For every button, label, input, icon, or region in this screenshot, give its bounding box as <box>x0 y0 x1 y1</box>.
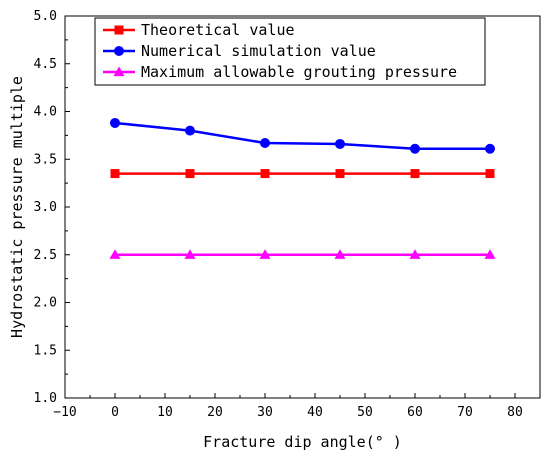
data-point <box>260 138 270 149</box>
data-point <box>110 169 120 179</box>
series-3 <box>109 249 496 259</box>
y-tick-label: 4.5 <box>34 57 57 72</box>
data-point <box>184 249 196 259</box>
data-point <box>410 169 420 179</box>
legend-item: Numerical simulation value <box>103 42 376 60</box>
data-point <box>260 169 270 179</box>
x-tick-label: 70 <box>457 405 473 420</box>
x-tick-label: 40 <box>307 405 323 420</box>
data-point <box>335 169 345 179</box>
y-tick-label: 4.0 <box>34 105 57 120</box>
y-tick-label: 1.0 <box>34 391 57 406</box>
legend-box <box>94 17 486 86</box>
series-2 <box>110 117 495 154</box>
data-point <box>484 249 496 259</box>
series-line <box>114 121 490 150</box>
data-point <box>410 143 420 154</box>
legend-marker <box>113 66 125 77</box>
data-point <box>110 117 120 128</box>
x-tick-label: 0 <box>111 405 119 420</box>
x-tick-label: 20 <box>207 405 223 420</box>
x-tick-label: 50 <box>357 405 373 420</box>
data-point <box>109 249 121 259</box>
y-tick-label: 2.5 <box>34 248 57 263</box>
x-tick-label: 10 <box>157 405 173 420</box>
y-tick-label: 3.5 <box>34 152 57 167</box>
data-point <box>335 138 345 149</box>
y-axis-label: Hydrostatic pressure multiple <box>8 76 26 338</box>
data-point <box>185 125 195 136</box>
legend-marker <box>114 25 124 35</box>
data-point <box>259 249 271 259</box>
legend-item: Theoretical value <box>103 21 295 39</box>
legend-label: Theoretical value <box>141 21 295 39</box>
series-1 <box>110 169 495 179</box>
legend: Theoretical value Numerical simulation va… <box>94 17 486 86</box>
x-tick-label: 60 <box>407 405 423 420</box>
data-point <box>485 143 495 154</box>
x-tick-label: −10 <box>53 405 76 420</box>
y-tick-label: 2.0 <box>34 296 57 311</box>
data-point <box>485 169 495 179</box>
y-tick-label: 5.0 <box>34 9 57 24</box>
data-point <box>185 169 195 179</box>
x-tick-label: 80 <box>507 405 523 420</box>
legend-item: Maximum allowable grouting pressure <box>103 63 457 81</box>
legend-marker <box>114 46 124 56</box>
y-tick-label: 1.5 <box>34 343 57 358</box>
ticks: −10 0 10 20 30 40 50 60 70 80 1.0 1.5 2.0 2.5 3.0 3.5 4.… <box>34 9 523 420</box>
legend-label: Numerical simulation value <box>141 42 376 60</box>
x-axis-label: Fracture dip angle(° ) <box>203 433 402 451</box>
x-tick-label: 30 <box>257 405 273 420</box>
series <box>109 117 496 259</box>
y-tick-label: 3.0 <box>34 200 57 215</box>
data-point <box>409 249 421 259</box>
legend-label: Maximum allowable grouting pressure <box>141 63 457 81</box>
data-point <box>334 249 346 259</box>
